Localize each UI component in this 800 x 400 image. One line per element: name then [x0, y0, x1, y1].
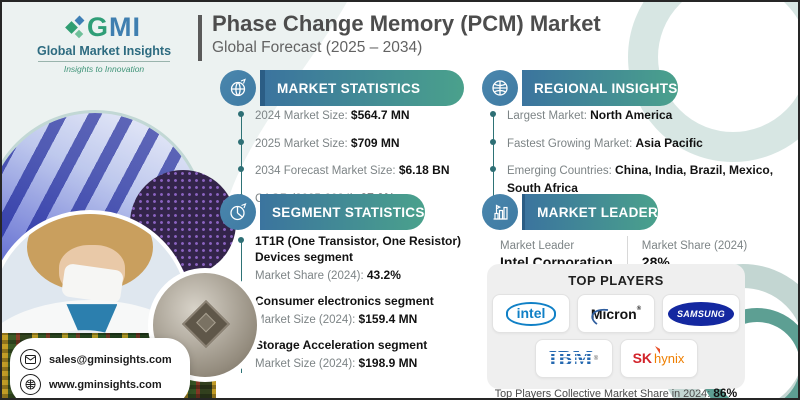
top-players-box: TOP PLAYERS intel Micron® SAMSUNG IBM ®: [487, 264, 745, 398]
ibm-logo: IBM ®: [534, 339, 613, 378]
intel-logo: intel: [492, 294, 570, 333]
market-leader-header: MARKET LEADER: [482, 194, 658, 230]
market-leader-title: MARKET LEADER: [525, 194, 658, 230]
bar-chart-flag-icon: [482, 194, 518, 230]
regional-insights-list: Largest Market: North America Fastest Gr…: [490, 107, 790, 208]
website-row[interactable]: www.gminsights.com: [20, 374, 180, 395]
list-item: Fastest Growing Market: Asia Pacific: [490, 135, 790, 153]
top-players-row-1: intel Micron® SAMSUNG: [487, 294, 745, 333]
header-stripe: [260, 70, 265, 106]
title-accent-bar: [198, 15, 202, 61]
contact-card: sales@gminsights.com www.gminsights.com: [10, 338, 190, 398]
list-item: 2025 Market Size: $709 MN: [238, 135, 466, 153]
top-players-footer: Top Players Collective Market Share in 2…: [494, 386, 738, 400]
segment-statistics-header: SEGMENT STATISTICS: [220, 194, 425, 230]
list-item: Consumer electronics segment Market Size…: [238, 293, 470, 329]
email-text: sales@gminsights.com: [49, 353, 172, 366]
memory-chip: [181, 299, 231, 349]
vertical-divider: [626, 236, 628, 274]
regional-insights-header: REGIONAL INSIGHTS: [482, 70, 678, 106]
globe-grid-icon: [482, 70, 518, 106]
header-stripe: [522, 194, 526, 230]
list-item: 2024 Market Size: $564.7 MN: [238, 107, 466, 125]
leader-label: Market Leader: [500, 240, 575, 252]
regional-insights-title: REGIONAL INSIGHTS: [522, 70, 678, 106]
top-players-title: TOP PLAYERS: [568, 273, 664, 288]
list-item: Storage Acceleration segment Market Size…: [238, 337, 470, 373]
logo-divider: [38, 61, 170, 62]
globe-icon: [20, 374, 41, 395]
share-label: Market Share (2024): [641, 240, 748, 252]
gmi-diamonds-icon: [65, 14, 85, 42]
scientist-mask: [60, 262, 124, 305]
email-icon: [20, 349, 41, 370]
segment-statistics-list: 1T1R (One Transistor, One Resistor) Devi…: [238, 233, 470, 383]
list-item: 1T1R (One Transistor, One Resistor) Devi…: [238, 233, 470, 285]
top-players-row-2: IBM ® SK hynix: [487, 339, 745, 378]
page-subtitle: Global Forecast (2025 – 2034): [212, 39, 423, 56]
samsung-logo: SAMSUNG: [662, 294, 740, 333]
list-item: 2034 Forecast Market Size: $6.18 BN: [238, 162, 466, 180]
gmi-company-name: Global Market Insights: [36, 44, 172, 58]
gmi-tagline: Insights to Innovation: [63, 64, 145, 74]
list-item: Largest Market: North America: [490, 107, 790, 125]
website-text: www.gminsights.com: [49, 378, 162, 391]
market-statistics-title: MARKET STATISTICS: [265, 70, 464, 106]
gmi-logo-text: GMI: [86, 12, 141, 42]
micron-logo: Micron®: [577, 294, 655, 333]
globe-chart-icon: [220, 70, 256, 106]
sk-hynix-logo: SK hynix: [619, 339, 698, 378]
list-item: Emerging Countries: China, India, Brazil…: [490, 162, 790, 197]
segment-statistics-title: SEGMENT STATISTICS: [260, 194, 425, 230]
pie-chart-icon: [220, 194, 256, 230]
email-row[interactable]: sales@gminsights.com: [20, 349, 180, 370]
market-statistics-header: MARKET STATISTICS: [220, 70, 464, 106]
chip-photo-circle: [148, 268, 262, 382]
gmi-logo: GMI Global Market Insights Insights to I…: [16, 12, 192, 74]
page-title: Phase Change Memory (PCM) Market: [212, 11, 601, 36]
